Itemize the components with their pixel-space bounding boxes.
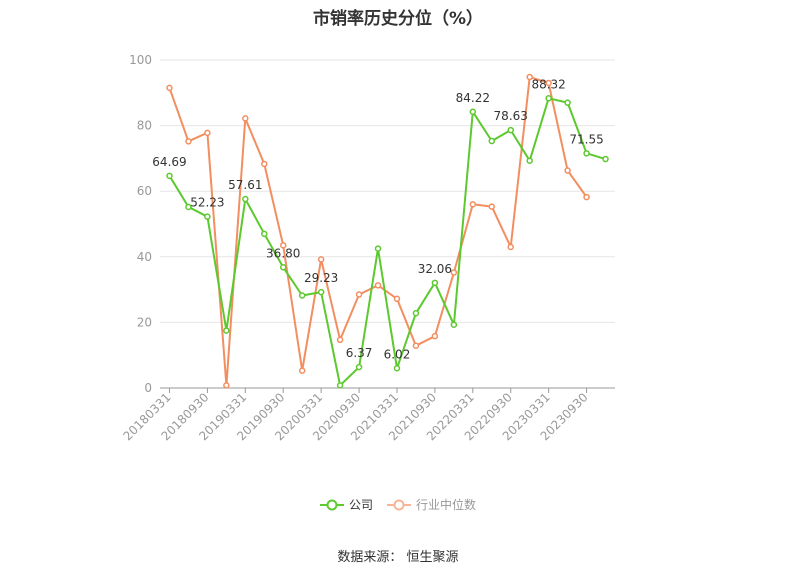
data-label: 71.55 bbox=[569, 132, 603, 146]
legend-item-company[interactable]: 公司 bbox=[319, 496, 373, 513]
data-label: 64.69 bbox=[152, 155, 186, 169]
data-point bbox=[564, 99, 571, 106]
data-point bbox=[545, 79, 552, 87]
data-point bbox=[488, 137, 496, 145]
legend-line-marker-icon bbox=[319, 499, 344, 510]
data-point bbox=[242, 115, 249, 122]
data-label: 78.63 bbox=[494, 109, 528, 123]
data-point bbox=[507, 243, 514, 251]
data-label: 52.23 bbox=[190, 196, 224, 210]
data-point bbox=[261, 230, 268, 238]
data-point bbox=[374, 245, 382, 252]
series-layer bbox=[166, 73, 609, 389]
data-point bbox=[279, 264, 287, 271]
data-label: 6.37 bbox=[346, 346, 373, 360]
data-point bbox=[469, 201, 477, 208]
y-tick-label: 100 bbox=[129, 53, 152, 67]
data-point bbox=[223, 382, 230, 389]
data-point bbox=[431, 279, 439, 287]
y-tick-label: 60 bbox=[137, 184, 152, 198]
data-point bbox=[336, 336, 344, 344]
data-point bbox=[545, 95, 552, 102]
data-label: 32.06 bbox=[418, 262, 452, 276]
grid-layer bbox=[160, 59, 615, 323]
legend-line-marker-icon bbox=[387, 499, 411, 510]
data-label: 36.80 bbox=[266, 246, 300, 260]
data-point bbox=[583, 150, 590, 157]
data-point bbox=[166, 172, 173, 180]
data-point bbox=[204, 213, 211, 220]
data-point bbox=[431, 332, 439, 340]
data-point bbox=[393, 365, 401, 372]
legend-label-company: 公司 bbox=[348, 498, 373, 512]
axis-layer: 0204060801002018033120180930201903312019… bbox=[121, 53, 615, 443]
data-point bbox=[355, 291, 363, 298]
data-label: 57.61 bbox=[228, 178, 262, 192]
y-tick-label: 0 bbox=[144, 381, 152, 395]
data-label: 84.22 bbox=[456, 91, 490, 105]
data-point bbox=[204, 129, 211, 137]
data-point bbox=[450, 269, 458, 276]
data-label-layer: 64.69 52.23 57.61 36.80 29.23 6.37 6.02 32.06 84… bbox=[152, 77, 603, 361]
data-label: 6.02 bbox=[384, 347, 411, 361]
data-point bbox=[317, 256, 325, 263]
data-point bbox=[355, 363, 363, 371]
y-tick-label: 20 bbox=[137, 315, 152, 329]
data-point bbox=[374, 282, 382, 289]
data-point bbox=[185, 138, 192, 145]
data-point bbox=[317, 288, 325, 296]
y-tick-label: 80 bbox=[137, 119, 152, 133]
data-point bbox=[602, 155, 609, 163]
data-point bbox=[242, 195, 249, 203]
legend: 公司 行业中位数 bbox=[0, 496, 796, 513]
data-point bbox=[393, 295, 401, 303]
data-point bbox=[261, 160, 268, 168]
data-label: 29.23 bbox=[304, 271, 338, 285]
data-point bbox=[583, 193, 590, 201]
data-point bbox=[336, 382, 344, 389]
data-point bbox=[469, 108, 477, 116]
data-point bbox=[412, 342, 420, 349]
data-label: 88.32 bbox=[531, 77, 565, 91]
data-point bbox=[298, 367, 306, 374]
data-point bbox=[526, 73, 533, 81]
legend-item-industry-median[interactable]: 行业中位数 bbox=[387, 496, 476, 513]
y-tick-label: 40 bbox=[137, 250, 152, 264]
series-line bbox=[168, 97, 606, 387]
data-point bbox=[507, 126, 514, 134]
legend-label-industry-median: 行业中位数 bbox=[416, 498, 477, 512]
data-source: 数据来源： 恒生聚源 bbox=[337, 550, 459, 565]
data-point bbox=[298, 292, 306, 299]
data-point bbox=[185, 203, 192, 211]
data-point bbox=[526, 157, 533, 164]
data-point bbox=[166, 84, 173, 92]
chart-title: 市销率历史分位（%） bbox=[312, 9, 484, 29]
data-point bbox=[450, 321, 458, 328]
data-point bbox=[412, 309, 420, 317]
data-point bbox=[564, 167, 571, 174]
data-point bbox=[223, 327, 230, 334]
data-point bbox=[279, 242, 287, 249]
series-line bbox=[168, 76, 588, 387]
data-point bbox=[488, 203, 496, 210]
